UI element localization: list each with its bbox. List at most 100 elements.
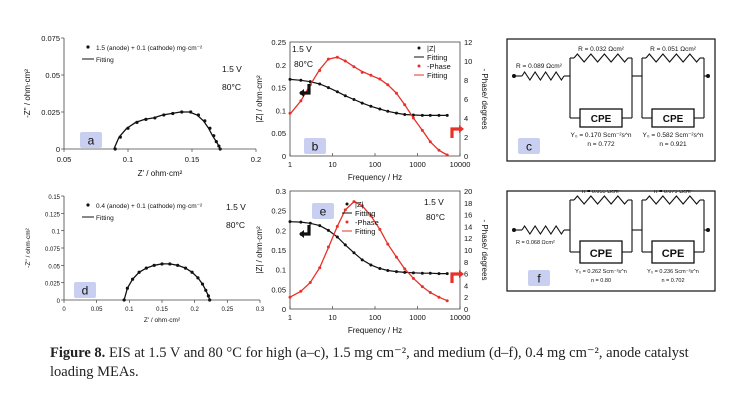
impedance-point (360, 101, 364, 105)
temperature-label: 80°C (222, 82, 241, 92)
y-tick-label: 0.25 (271, 207, 286, 216)
data-point (153, 116, 157, 120)
parallel-resistor-1 (573, 195, 629, 205)
y2-tick-label: 8 (464, 258, 468, 267)
y-tick-label: 0 (56, 145, 60, 154)
data-point (212, 134, 216, 138)
data-point (118, 135, 122, 139)
impedance-point (360, 258, 364, 262)
y-axis-label: -Z'' / ohm·cm² (23, 69, 32, 118)
phase-point (403, 267, 407, 271)
right-axis-arrow (450, 127, 461, 138)
phase-point (360, 204, 364, 208)
legend-label: Fitting (427, 71, 447, 80)
y2-tick-label: 10 (464, 57, 472, 66)
impedance-point (369, 104, 373, 108)
impedance-point (352, 251, 356, 255)
y2-tick-label: 0 (464, 152, 468, 161)
impedance-point (428, 271, 432, 275)
y2-tick-label: 20 (464, 187, 472, 196)
cpe-element-2 (651, 240, 695, 264)
legend-label-data: 0.4 (anode) + 0.1 (cathode) mg·cm⁻² (96, 203, 203, 210)
data-point (122, 298, 126, 302)
terminal-left (512, 228, 516, 232)
y-tick-label: 0.15 (271, 246, 286, 255)
cpe-y0-label-2: Y₀ = 0.236 Scm⁻²s^n (647, 269, 699, 275)
phase-point (318, 266, 322, 270)
voltage-label: 1.5 V (226, 202, 246, 212)
impedance-point (411, 271, 415, 275)
x-tick-label: 0.1 (125, 307, 134, 313)
resistor-label-3: R = 0.051 Ωcm² (650, 46, 697, 53)
x-tick-label: 1000 (409, 313, 426, 322)
y-tick-label: 0.075 (41, 34, 60, 43)
y-tick-label: 0.25 (271, 38, 286, 47)
y2-tick-label: 12 (464, 38, 472, 47)
phase-point (437, 148, 441, 152)
data-point (203, 119, 207, 123)
impedance-point (394, 270, 398, 274)
impedance-point (318, 224, 322, 228)
panel-label-d-bg (74, 282, 96, 298)
phase-point (360, 70, 364, 74)
x-tick-label: 0.05 (57, 155, 72, 164)
y-tick-label: 0.125 (45, 212, 61, 218)
impedance-point (369, 263, 373, 267)
y2-tick-label: 10 (464, 246, 472, 255)
bode-plot-e: 1 10 100 1000 1000000.050.10.150.20.250.3024… (255, 187, 489, 335)
x-axis-label: Z' / ohm·cm² (138, 169, 183, 178)
data-point (208, 126, 212, 130)
panel-label-c: c (526, 140, 532, 154)
cpe-label-2: CPE (663, 114, 684, 125)
phase-point (299, 99, 303, 103)
resistor-label-1: R = 0.068 Ωcm² (516, 240, 555, 246)
legend-label: -Phase (427, 62, 451, 71)
legend-marker (417, 46, 421, 50)
phase-point (369, 214, 373, 218)
resistor-label-3: R = 0.079 Ωcm² (654, 190, 693, 195)
x-tick-label: 1000 (409, 160, 426, 169)
cpe-n-label-2: n = 0.702 (661, 278, 684, 284)
y-tick-label: 0.05 (48, 264, 60, 270)
terminal-right (706, 228, 710, 232)
legend-label-data: 1.5 (anode) + 0.1 (cathode) mg·cm⁻² (96, 45, 203, 52)
impedance-point (326, 86, 330, 90)
y-tick-label: 0.3 (276, 187, 286, 196)
cpe-y0-label-1: Y₀ = 0.170 Scm⁻²s^n (570, 132, 631, 139)
impedance-point (378, 107, 382, 111)
y-tick-label: 0.15 (271, 84, 286, 93)
phase-point (428, 140, 432, 144)
y-tick-label: 0.075 (45, 247, 61, 253)
impedance-point (420, 271, 424, 275)
y2-tick-label: 0 (464, 305, 468, 314)
impedance-point (288, 77, 292, 81)
panel-label-e-bg (312, 203, 334, 219)
y2-tick-label: 4 (464, 281, 468, 290)
impedance-point (420, 113, 424, 117)
phase-point (411, 276, 415, 280)
y-tick-label: 0 (57, 299, 61, 305)
impedance-point (394, 111, 398, 115)
impedance-point (326, 228, 330, 232)
parallel-wires-1 (569, 58, 633, 118)
phase-point (386, 83, 390, 87)
parallel-resistor-2 (645, 53, 701, 63)
y2-tick-label: 8 (464, 76, 468, 85)
phase-point (403, 103, 407, 107)
phase-point (394, 255, 398, 259)
x-tick-label: 0.2 (251, 155, 261, 164)
impedance-point (299, 78, 303, 82)
nyquist-plot-d: 0 0.05 0.1 0.15 0.2 0.25 0.3 0 0.025 0.05 0.075 0.1… (25, 195, 265, 324)
data-point (190, 270, 194, 274)
cpe-n-label-1: n = 0.772 (587, 141, 615, 148)
data-point (171, 111, 175, 116)
legend-label: -Phase (355, 218, 379, 227)
cpe-element-1 (579, 240, 623, 264)
y2-tick-label: 12 (464, 234, 472, 243)
y-tick-label: 0.025 (45, 282, 61, 288)
impedance-point (386, 109, 390, 113)
legend-marker-points (86, 203, 90, 207)
panel-label-a: a (88, 134, 95, 148)
cpe-label-1: CPE (591, 114, 612, 125)
data-point (180, 110, 184, 114)
